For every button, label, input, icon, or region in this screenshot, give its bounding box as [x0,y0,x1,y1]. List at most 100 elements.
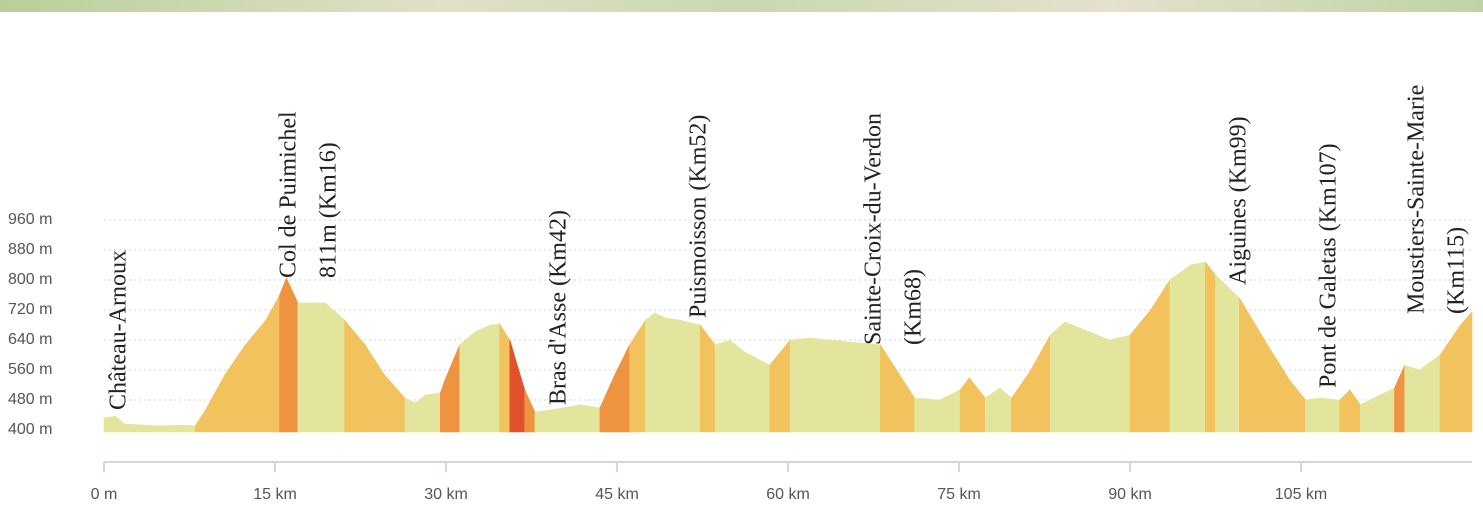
elevation-segment [1084,330,1109,432]
annotation: Puismoisson (Km52) [686,115,712,318]
elevation-segment [1190,262,1205,432]
elevation-segment [245,320,266,432]
annotation: Moustiers-Sainte-Marie [1404,85,1430,314]
y-tick-label: 960 m [8,211,52,228]
elevation-segment [770,340,791,432]
x-tick-label: 75 km [937,486,981,503]
elevation-segment [365,345,384,432]
elevation-segment [425,393,440,432]
elevation-segment [415,395,425,432]
elevation-segment [1011,372,1029,432]
y-tick-label: 720 m [8,301,52,318]
x-tick-label: 0 m [91,486,118,503]
elevation-segment [810,338,831,432]
elevation-segment [630,320,646,432]
elevation-segment [195,410,205,432]
elevation-segment [1420,355,1441,432]
elevation-segment [309,303,325,432]
y-tick-label: 640 m [8,331,52,348]
elevation-segment [1151,280,1170,432]
annotation: (Km115) [1444,227,1470,314]
elevation-segment [460,332,475,432]
x-tick-label: 15 km [253,486,297,503]
elevation-segment [1050,322,1065,432]
elevation-segment [525,390,535,432]
elevation-segment [1205,262,1215,432]
elevation-segment [405,398,415,432]
elevation-segment [700,325,715,432]
elevation-segment [915,398,940,432]
x-tick-label: 90 km [1108,486,1152,503]
chart: 400 m480 m560 m640 m720 m800 m880 m960 m… [0,0,1483,506]
elevation-segment [286,278,297,432]
annotation: 811m (Km16) [316,142,342,278]
elevation-segment [880,345,899,432]
elevation-segment [1405,365,1420,432]
elevation-segment [445,345,460,432]
elevation-segment [1109,335,1130,432]
elevation-segment [1239,298,1264,432]
elevation-segment [266,295,280,432]
elevation-segment [1340,390,1350,432]
annotation: Aiguines (Km99) [1226,116,1252,285]
elevation-segment [969,378,985,432]
elevation-segment [510,340,525,432]
elevation-segment [680,320,701,432]
elevation-segment [960,378,969,432]
elevation-segment [1170,265,1191,432]
y-tick-label: 480 m [8,391,52,408]
x-tick-label: 45 km [595,486,639,503]
elevation-segment [985,388,1000,432]
page: 400 m480 m560 m640 m720 m800 m880 m960 m… [0,0,1483,506]
elevation-segment [500,324,510,432]
elevation-segment [225,345,246,432]
elevation-segment [1350,390,1360,432]
y-tick-label: 880 m [8,241,52,258]
elevation-segment [1440,325,1461,432]
elevation-segment [180,425,195,432]
elevation-segment [298,303,309,432]
elevation-segment [345,320,366,432]
elevation-segment [205,375,224,432]
elevation-segment [280,278,287,432]
elevation-segment [665,318,680,432]
elevation-segment [615,345,630,432]
elevation-segment [1130,310,1151,432]
elevation-segment [1461,312,1472,432]
elevation-segment [745,352,770,432]
elevation-segment [860,343,881,432]
elevation-segment [550,405,581,432]
elevation-segment [1380,388,1395,432]
elevation-segment [1000,388,1011,432]
elevation-segment [104,416,115,432]
elevation-segment [600,375,615,432]
annotation: (Km68) [901,269,927,345]
annotation: Bras d'Asse (Km42) [546,210,572,405]
elevation-segment [440,380,445,432]
elevation-segment [475,325,491,432]
elevation-segment [655,313,665,432]
elevation-segment [535,410,550,432]
elevation-segment [1065,322,1084,432]
elevation-segment [940,390,961,432]
elevation-segment [900,375,915,432]
elevation-segment [1030,335,1051,432]
elevation-segment [160,425,181,432]
elevation-segment [730,340,745,432]
elevation-segment [790,338,809,432]
elevation-segment [125,424,160,432]
elevation-segment [115,416,124,432]
elevation-segment [1306,398,1321,432]
elevation-segment [325,303,344,432]
x-tick-label: 30 km [424,486,468,503]
elevation-segment [1290,380,1306,432]
elevation-segment [384,375,405,432]
y-tick-label: 560 m [8,361,52,378]
annotation: Sainte-Croix-du-Verdon [861,113,887,345]
annotation: Château-Arnoux [106,250,132,410]
elevation-segment [1394,365,1404,432]
elevation-segment [1216,275,1240,432]
annotation: Pont de Galetas (Km107) [1316,143,1342,388]
elevation-segment [646,313,655,432]
x-tick-label: 105 km [1275,486,1327,503]
